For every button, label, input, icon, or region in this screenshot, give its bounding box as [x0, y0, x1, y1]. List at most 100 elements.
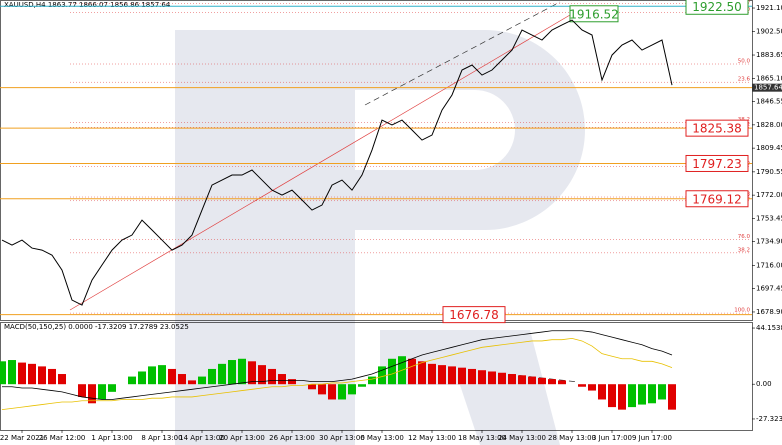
trend-line: [364, 1, 561, 106]
macd-bar: [598, 384, 606, 400]
current-price-label: 1857.64: [754, 84, 782, 92]
level-box: 1922.50: [685, 0, 749, 15]
macd-bar: [358, 384, 366, 387]
peak-box-bg: [569, 5, 619, 23]
x-tick-label: 28 May 13:00: [548, 434, 596, 442]
x-tick-label: 30 Apr 13:00: [319, 434, 365, 442]
macd-signal-line: [1, 338, 673, 411]
macd-bar: [58, 374, 66, 385]
macd-bar: [388, 358, 396, 385]
y2-tick-label: -27.3234: [756, 415, 782, 423]
macd-bar: [668, 384, 676, 410]
y-tick-label: 1753.45: [756, 214, 782, 222]
y-tick-label: 1828.00: [756, 121, 782, 129]
macd-bar: [48, 368, 56, 385]
y-tick-label: 1772.00: [756, 191, 782, 199]
macd-bar: [468, 368, 476, 385]
x-tick-label: 9 Jun 17:00: [632, 434, 672, 442]
y-tick-label: 1809.45: [756, 144, 782, 152]
y-tick-label: 1678.90: [756, 308, 782, 316]
main-frame: [0, 0, 753, 321]
macd-bar: [28, 363, 36, 385]
fib-label: 38.2: [738, 247, 750, 253]
fib-label: 100.0: [734, 308, 750, 314]
level-box-bg: [685, 190, 749, 208]
macd-bar: [178, 374, 186, 385]
macd-bar: [618, 384, 626, 410]
peak-label: 1916.52: [569, 7, 619, 21]
macd-bar: [378, 366, 386, 385]
macd-bar: [88, 384, 96, 404]
macd-bar: [158, 365, 166, 385]
macd-bar: [658, 384, 666, 400]
macd-bar: [108, 384, 116, 392]
macd-header: MACD(50,150,25) 0.0000 -17.3209 17.2789 …: [4, 323, 189, 331]
macd-bar: [628, 384, 636, 408]
macd-bar: [478, 370, 486, 385]
y-tick-label: 1921.10: [756, 4, 782, 12]
macd-bar: [78, 384, 86, 397]
y-tick-label: 1734.90: [756, 238, 782, 246]
macd-bar: [578, 384, 586, 387]
y-tick-label: 1902.50: [756, 27, 782, 35]
macd-bar: [38, 366, 46, 385]
fib-label: 50.0: [738, 59, 751, 65]
x-tick-label: 6 May 13:00: [360, 434, 404, 442]
macd-bar: [18, 362, 26, 385]
x-tick-label: 1 Apr 13:00: [91, 434, 132, 442]
macd-bar: [428, 363, 436, 385]
macd-bar: [218, 363, 226, 385]
x-tick-label: 24 May 13:00: [498, 434, 546, 442]
y2-tick-label: 0.00: [756, 380, 772, 388]
y2-tick-label: 44.1538: [756, 324, 782, 332]
y-tick-label: 1846.55: [756, 98, 782, 106]
macd-bar: [128, 376, 136, 385]
level-label: 1769.12: [692, 192, 742, 206]
level-label: 1825.38: [692, 122, 742, 136]
level-box: 1797.23: [685, 154, 749, 172]
y-tick-label: 1697.45: [756, 285, 782, 293]
fib-label: 76.0: [738, 234, 751, 240]
macd-bar: [228, 360, 236, 385]
macd-bar: [588, 384, 596, 391]
macd-bar: [168, 368, 176, 385]
macd-bar: [318, 384, 326, 395]
macd-bar: [208, 368, 216, 385]
y-tick-label: 1865.10: [756, 74, 782, 82]
x-tick-label: 20 Apr 13:00: [219, 434, 265, 442]
macd-bar: [98, 384, 106, 400]
current-price-box: [752, 83, 782, 92]
x-tick-label: 26 Apr 13:00: [269, 434, 315, 442]
macd-bar: [368, 376, 376, 385]
macd-bar: [188, 380, 196, 385]
macd-bar: [288, 379, 296, 385]
macd-bar: [418, 361, 426, 385]
macd-bar: [458, 367, 466, 385]
level-label: 1922.50: [692, 0, 742, 14]
macd-bar: [508, 374, 516, 385]
level-box-bg: [685, 119, 749, 137]
macd-main-line: [2, 330, 673, 400]
macd-bar: [528, 376, 536, 385]
x-tick-label: 26 Mar 12:00: [39, 434, 86, 442]
x-tick-label: 8 Apr 13:00: [141, 434, 182, 442]
macd-bar: [268, 368, 276, 385]
macd-bar: [438, 365, 446, 385]
macd-bar: [548, 379, 556, 385]
macd-bar: [0, 361, 6, 385]
macd-bar: [408, 358, 416, 385]
macd-bar: [538, 377, 546, 385]
macd-bar: [518, 375, 526, 385]
x-tick-label: 18 May 13:00: [458, 434, 506, 442]
y-tick-label: 1716.00: [756, 261, 782, 269]
macd-bar: [198, 376, 206, 385]
y-tick-label: 1790.55: [756, 168, 782, 176]
level-box: 1676.78: [442, 306, 506, 324]
macd-bar: [248, 361, 256, 385]
macd-bar: [448, 366, 456, 385]
y-tick-label: 1883.65: [756, 51, 782, 59]
level-box: 1825.38: [685, 119, 749, 137]
macd-bar: [258, 365, 266, 385]
macd-bar: [308, 384, 316, 390]
